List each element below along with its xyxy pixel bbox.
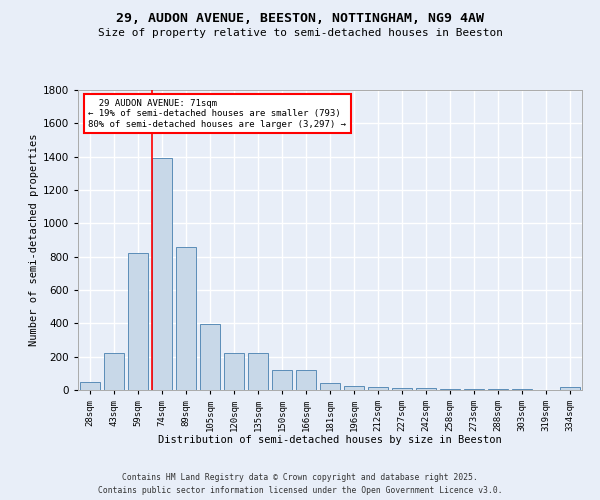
Bar: [440, 389, 460, 390]
Bar: [272, 370, 292, 390]
Bar: [248, 352, 268, 390]
Bar: [392, 388, 412, 390]
Text: 29, AUDON AVENUE, BEESTON, NOTTINGHAM, NG9 4AW: 29, AUDON AVENUE, BEESTON, NOTTINGHAM, N…: [116, 12, 484, 26]
Bar: [176, 246, 196, 390]
Text: 29 AUDON AVENUE: 71sqm
← 19% of semi-detached houses are smaller (793)
80% of se: 29 AUDON AVENUE: 71sqm ← 19% of semi-det…: [88, 99, 346, 129]
Bar: [488, 389, 508, 390]
Bar: [200, 324, 220, 390]
Text: Contains HM Land Registry data © Crown copyright and database right 2025.: Contains HM Land Registry data © Crown c…: [122, 474, 478, 482]
Bar: [560, 386, 580, 390]
Bar: [224, 352, 244, 390]
Bar: [464, 389, 484, 390]
Bar: [104, 354, 124, 390]
Text: Contains public sector information licensed under the Open Government Licence v3: Contains public sector information licen…: [98, 486, 502, 495]
Bar: [512, 389, 532, 390]
Y-axis label: Number of semi-detached properties: Number of semi-detached properties: [29, 134, 38, 346]
X-axis label: Distribution of semi-detached houses by size in Beeston: Distribution of semi-detached houses by …: [158, 436, 502, 446]
Bar: [152, 158, 172, 390]
Bar: [416, 388, 436, 390]
Bar: [344, 386, 364, 390]
Bar: [80, 382, 100, 390]
Bar: [128, 252, 148, 390]
Bar: [296, 370, 316, 390]
Bar: [320, 382, 340, 390]
Bar: [368, 386, 388, 390]
Text: Size of property relative to semi-detached houses in Beeston: Size of property relative to semi-detach…: [97, 28, 503, 38]
